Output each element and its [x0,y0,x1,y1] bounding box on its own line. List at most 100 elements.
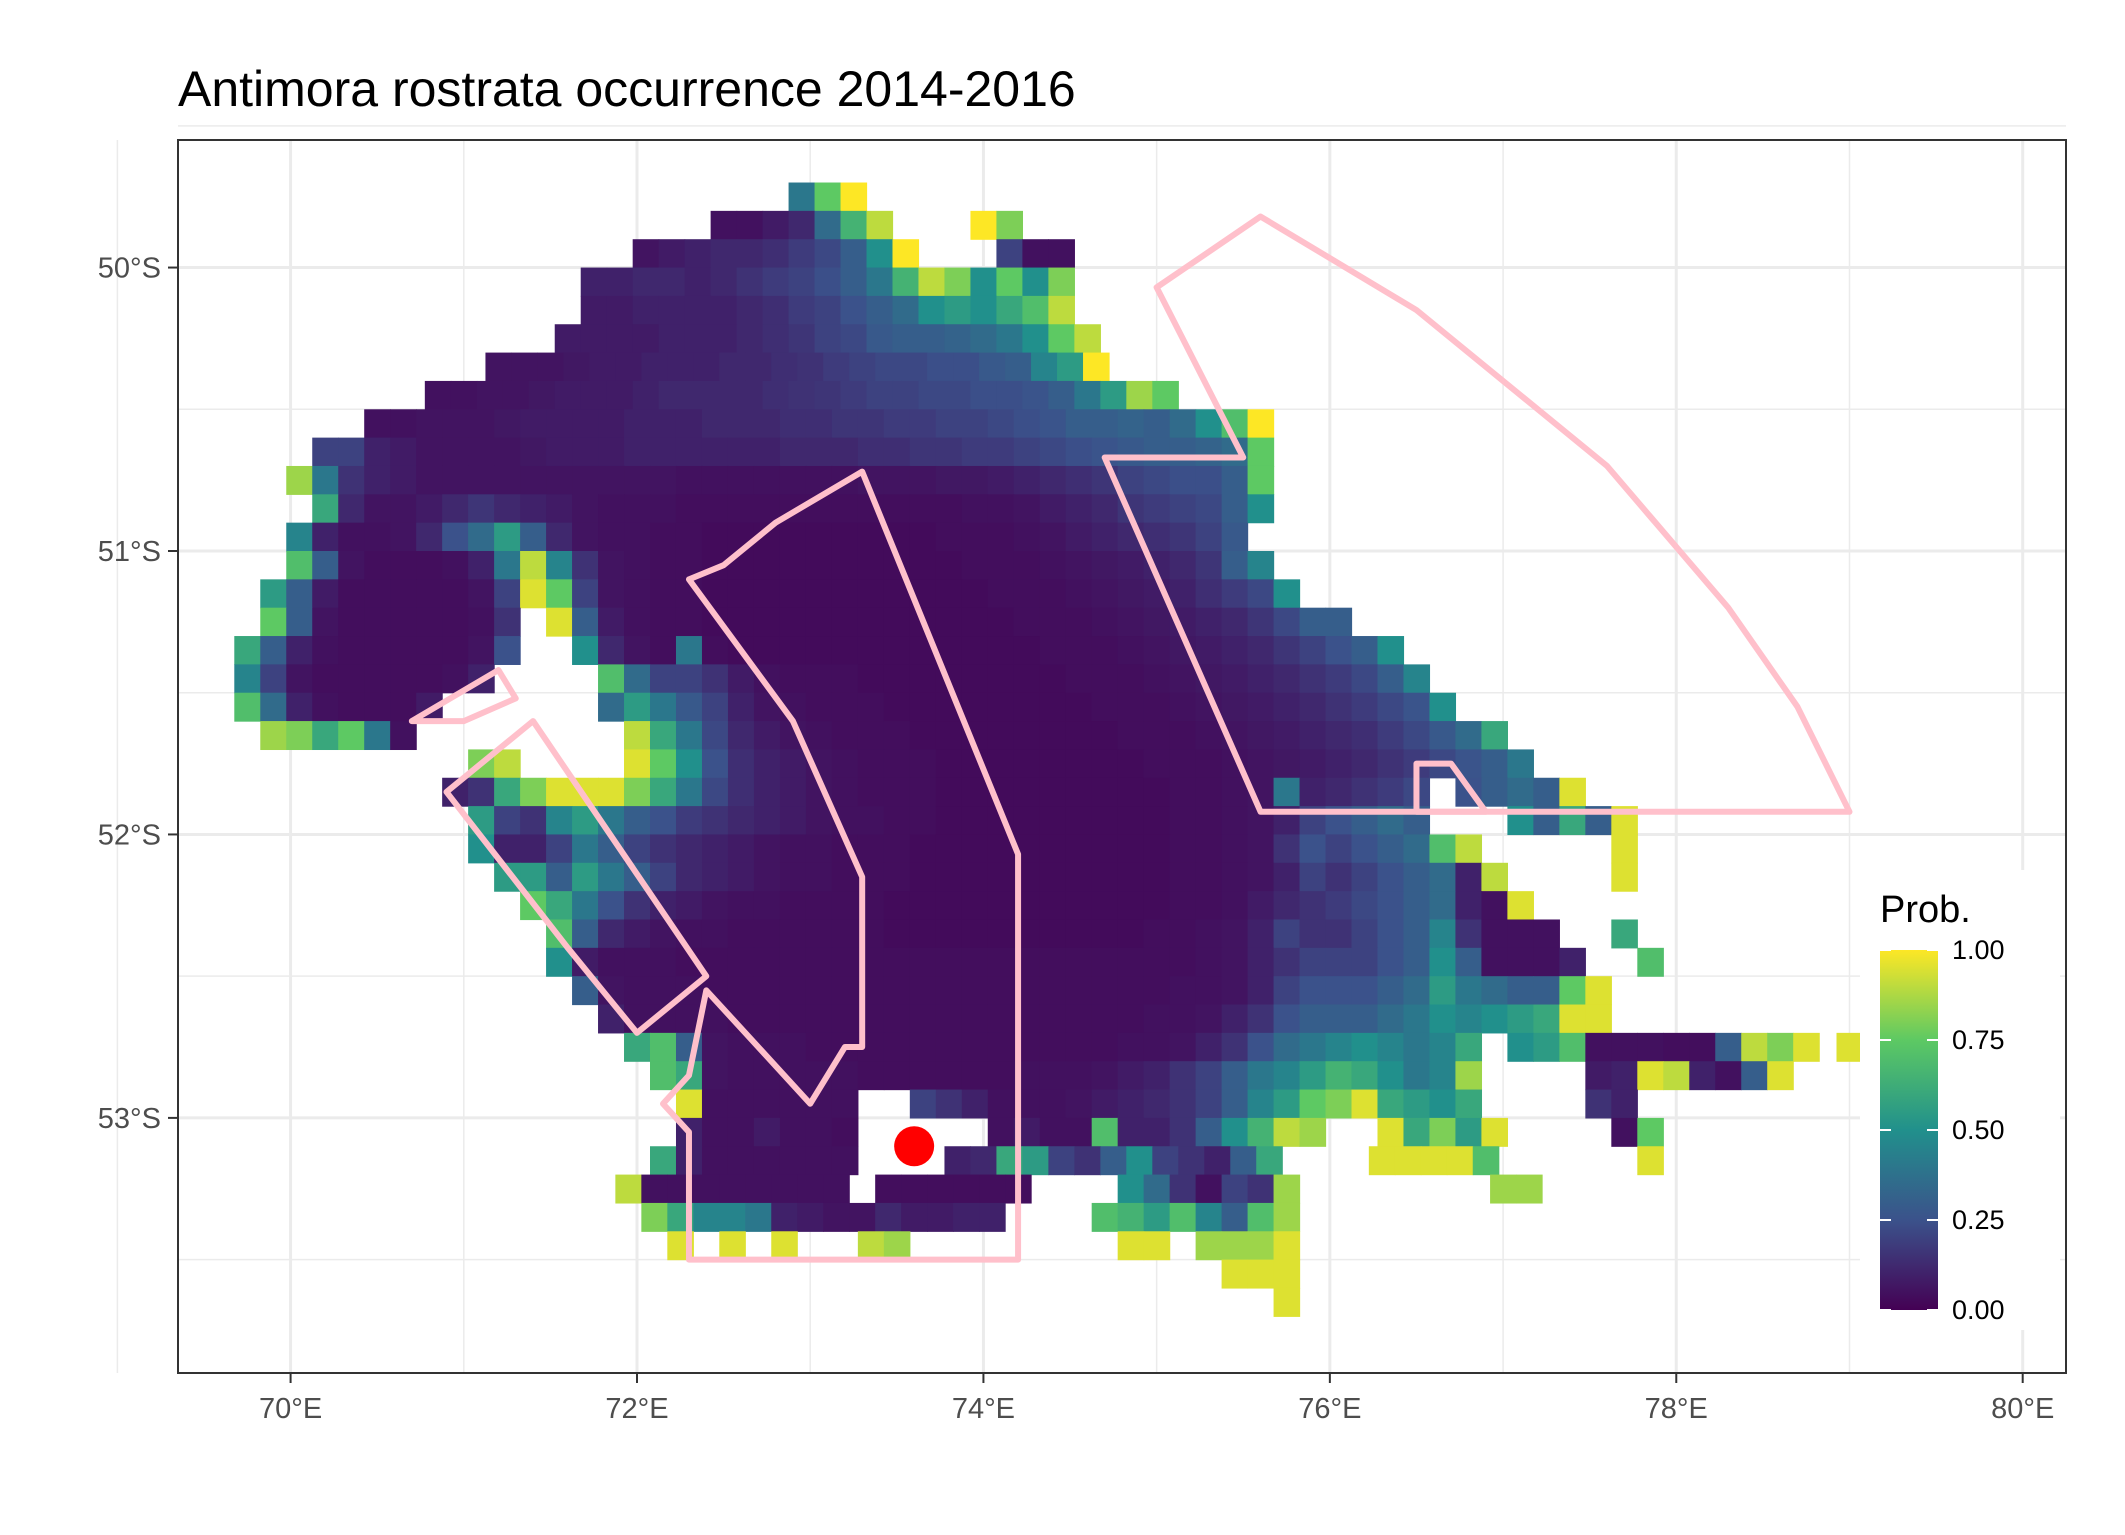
raster-cell [805,806,833,836]
raster-cell [1299,862,1327,892]
raster-cell [875,1174,902,1204]
raster-cell [935,806,963,836]
raster-cell [1403,664,1431,694]
raster-cell [779,1146,807,1176]
raster-cell [442,522,469,552]
raster-cell [1247,834,1275,864]
raster-cell [849,352,876,382]
raster-cell [970,210,998,240]
raster-cell [606,380,634,410]
raster-cell [1247,891,1275,921]
raster-cell [1325,834,1353,864]
raster-cell [1481,976,1508,1006]
raster-cell [1299,1004,1327,1034]
raster-cell [727,749,755,779]
raster-cell [624,749,651,779]
raster-cell [1403,692,1431,722]
raster-cell [1377,947,1405,977]
legend-tick-label: 0.75 [1952,1025,2005,1055]
raster-cell [598,551,625,580]
raster-cell [684,239,712,269]
raster-cell [701,806,729,836]
raster-cell [416,409,443,439]
raster-cell [797,1202,824,1232]
raster-cell [1143,636,1171,665]
raster-cell [675,409,703,439]
raster-cell [1221,1202,1249,1232]
raster-cell [1013,551,1041,580]
raster-cell [1169,1117,1197,1147]
raster-cell [909,437,937,467]
raster-cell [1429,976,1457,1006]
raster-cell [580,380,608,410]
raster-cell [1507,1032,1534,1062]
raster-cell [1403,721,1431,751]
raster-cell [390,437,417,467]
raster-cell [598,636,625,665]
raster-cell [1169,1174,1197,1204]
raster-cell [1394,1146,1422,1176]
raster-cell [823,1174,850,1204]
raster-cell [1455,919,1483,949]
raster-cell [1013,607,1041,637]
raster-cell [727,976,755,1006]
raster-cell [1221,806,1249,836]
raster-cell [987,1004,1015,1034]
raster-cell [953,1202,980,1232]
raster-cell [1273,579,1301,609]
raster-cell [546,777,573,807]
raster-cell [935,891,963,921]
raster-cell [987,1061,1015,1091]
raster-cell [909,777,937,807]
raster-cell [338,607,365,637]
raster-cell [1273,862,1301,892]
raster-cell [1481,777,1508,807]
raster-cell [935,721,963,751]
raster-cell [1083,352,1110,382]
raster-cell [1741,1061,1768,1091]
raster-cell [1169,919,1197,949]
raster-cell [1429,1004,1457,1034]
raster-cell [831,579,859,609]
raster-cell [442,437,469,467]
raster-cell [494,465,521,495]
raster-cell [710,324,738,354]
raster-cell [918,267,946,297]
raster-cell [883,862,911,892]
raster-cell [286,636,313,665]
raster-cell [675,692,703,722]
raster-cell [650,522,677,552]
raster-cell [1143,862,1171,892]
raster-cell [1091,777,1119,807]
raster-cell [286,465,313,495]
raster-cell [1039,636,1067,665]
raster-cell [814,182,842,212]
raster-cell [442,551,469,580]
raster-cell [1117,806,1145,836]
raster-cell [1273,721,1301,751]
raster-cell [598,607,625,637]
raster-cell [866,239,894,269]
raster-cell [1195,777,1223,807]
raster-cell [476,380,504,410]
raster-cell [468,494,495,524]
raster-cell [1178,1146,1205,1176]
legend-tick-label: 0.50 [1952,1115,2005,1145]
raster-cell [805,976,833,1006]
raster-cell [1247,551,1275,580]
raster-cell [468,636,495,665]
raster-cell [1611,834,1638,864]
raster-cell [1377,1089,1405,1119]
raster-cell [1351,636,1379,665]
raster-cell [1195,749,1223,779]
raster-cell [338,692,365,722]
raster-cell [624,1032,651,1062]
x-tick-label: 70°E [259,1393,322,1425]
raster-cell [1022,267,1049,297]
raster-cell [1533,947,1560,977]
raster-cell [762,295,790,325]
legend-title: Prob. [1880,889,1971,931]
raster-cell [1247,607,1275,637]
raster-cell [805,579,833,609]
raster-cell [1420,1146,1448,1176]
